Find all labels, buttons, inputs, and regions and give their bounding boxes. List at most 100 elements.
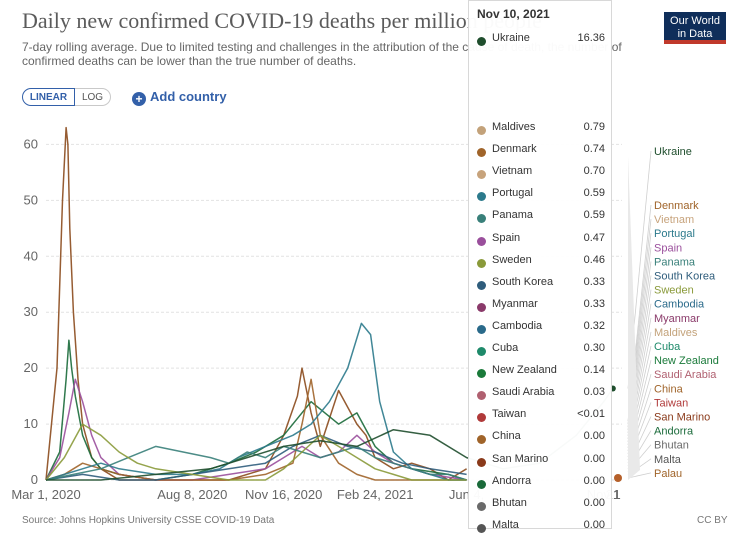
- tooltip-date: Nov 10, 2021: [477, 7, 550, 21]
- tooltip-value: 0.33: [583, 297, 605, 310]
- tooltip-row: Spain 0.47: [477, 231, 607, 246]
- y-tick-label: 20: [24, 360, 38, 375]
- tooltip-row: South Korea 0.33: [477, 275, 607, 290]
- tooltip-row: Cambodia 0.32: [477, 319, 607, 334]
- linear-scale-button[interactable]: LINEAR: [22, 88, 75, 106]
- tooltip-country: South Korea: [492, 275, 554, 288]
- tooltip-dot: [477, 126, 486, 135]
- tooltip-country: Bhutan: [492, 496, 527, 509]
- series-end-label: Vietnam: [654, 214, 694, 226]
- tooltip-value: 0.00: [583, 518, 605, 531]
- tooltip-value: 0.00: [583, 430, 605, 443]
- tooltip-value: 0.00: [583, 474, 605, 487]
- tooltip-dot: [477, 347, 486, 356]
- tooltip-row: Denmark 0.74: [477, 142, 607, 158]
- y-tick-label: 40: [24, 248, 38, 263]
- tooltip-dot: [477, 302, 486, 312]
- tooltip-value: <0.01: [577, 408, 605, 421]
- series-end-label: Denmark: [654, 200, 699, 212]
- tooltip-country: Taiwan: [492, 408, 527, 421]
- series-end-label: Ukraine: [654, 146, 692, 158]
- series-end-label: New Zealand: [654, 355, 719, 367]
- tooltip-dot: [477, 501, 486, 511]
- tooltip-row: Myanmar 0.33: [477, 297, 607, 312]
- source-note: Source: Johns Hopkins University CSSE CO…: [22, 515, 275, 526]
- tooltip-value: 0.30: [583, 342, 605, 354]
- tooltip-value: 0.46: [583, 253, 605, 266]
- tooltip-row: Malta 0.00: [477, 518, 607, 533]
- tooltip-dot: [477, 324, 486, 334]
- license-link[interactable]: CC BY: [697, 515, 728, 526]
- tooltip-row: San Marino 0.00: [477, 452, 607, 467]
- tooltip-dot: [477, 457, 486, 467]
- tooltip-row: Panama 0.59: [477, 208, 607, 224]
- tooltip-country: Portugal: [492, 187, 533, 200]
- series-end-label: South Korea: [654, 271, 716, 283]
- series-end-label: Cuba: [654, 341, 681, 353]
- series-end-label: Andorra: [654, 426, 694, 438]
- tooltip-country: New Zealand: [492, 364, 557, 377]
- tooltip-row: Vietnam 0.70: [477, 164, 607, 180]
- tooltip-row: Maldives 0.79: [477, 120, 607, 135]
- tooltip-dot: [477, 192, 486, 202]
- tooltip-dot: [477, 170, 486, 180]
- tooltip-dot: [477, 413, 486, 423]
- tooltip-dot: [477, 523, 486, 533]
- y-tick-label: 10: [24, 416, 38, 431]
- chart-title: Daily new confirmed COVID-19 deaths per …: [22, 8, 542, 33]
- logo-line1: Our World: [670, 15, 720, 27]
- series-end-label: Cambodia: [654, 299, 705, 311]
- y-tick-label: 50: [24, 192, 38, 207]
- log-scale-button[interactable]: LOG: [75, 88, 111, 106]
- tooltip-country: Ukraine: [492, 32, 530, 44]
- tooltip-dot: [477, 479, 486, 489]
- tooltip-value: 0.33: [583, 275, 605, 288]
- owid-logo[interactable]: Our World in Data: [664, 12, 726, 44]
- tooltip-country: San Marino: [492, 452, 549, 465]
- tooltip-row: Portugal 0.59: [477, 186, 607, 202]
- series-end-label: Saudi Arabia: [654, 369, 717, 381]
- y-tick-label: 60: [24, 136, 38, 151]
- tooltip-country: Spain: [492, 231, 521, 244]
- tooltip-row: New Zealand 0.14: [477, 363, 607, 379]
- tooltip-dot: [477, 258, 486, 268]
- series-end-label: Maldives: [654, 327, 698, 339]
- series-end-label: Taiwan: [654, 397, 688, 409]
- add-country-label: Add country: [150, 89, 227, 104]
- add-country-button[interactable]: + Add country: [132, 88, 227, 106]
- tooltip-country: Saudi Arabia: [492, 386, 555, 399]
- tooltip-value: 0.47: [583, 231, 605, 244]
- logo-bar: [664, 40, 726, 44]
- x-tick-label: Aug 8, 2020: [157, 487, 227, 502]
- tooltip-value: 0.00: [583, 452, 605, 465]
- series-line: [45, 423, 467, 481]
- y-tick-label: 30: [24, 304, 38, 319]
- tooltip-row: Sweden 0.46: [477, 253, 607, 268]
- series-end-label: Sweden: [654, 285, 694, 297]
- tooltip: Nov 10, 2021 Ukraine 16.36 Maldives 0.79 De…: [468, 0, 612, 533]
- label-connector: [627, 472, 652, 479]
- series-end-label: Myanmar: [654, 313, 700, 325]
- tooltip-row: Cuba 0.30: [477, 341, 607, 356]
- tooltip-country: Denmark: [492, 143, 537, 156]
- tooltip-row: Andorra 0.00: [477, 474, 607, 489]
- series-line: [45, 126, 467, 481]
- tooltip-row: China 0.00: [477, 429, 607, 445]
- x-tick-label: Mar 1, 2020: [11, 487, 80, 502]
- tooltip-value: 0.14: [583, 364, 605, 377]
- series-line: [45, 322, 467, 481]
- tooltip-country: China: [492, 430, 521, 443]
- tooltip-dot: [477, 435, 486, 445]
- series-line: [45, 378, 467, 481]
- series-end-label: San Marino: [654, 412, 710, 424]
- tooltip-country: Myanmar: [492, 297, 538, 310]
- tooltip-value: 0.59: [583, 187, 605, 200]
- tooltip-value: 0.79: [583, 121, 605, 133]
- series-line: [45, 434, 467, 481]
- tooltip-dot: [477, 236, 486, 246]
- tooltip-country: Sweden: [492, 253, 532, 266]
- series-end-label: Palau: [654, 468, 682, 480]
- x-tick-label: Nov 16, 2020: [245, 487, 322, 502]
- tooltip-dot: [477, 148, 486, 158]
